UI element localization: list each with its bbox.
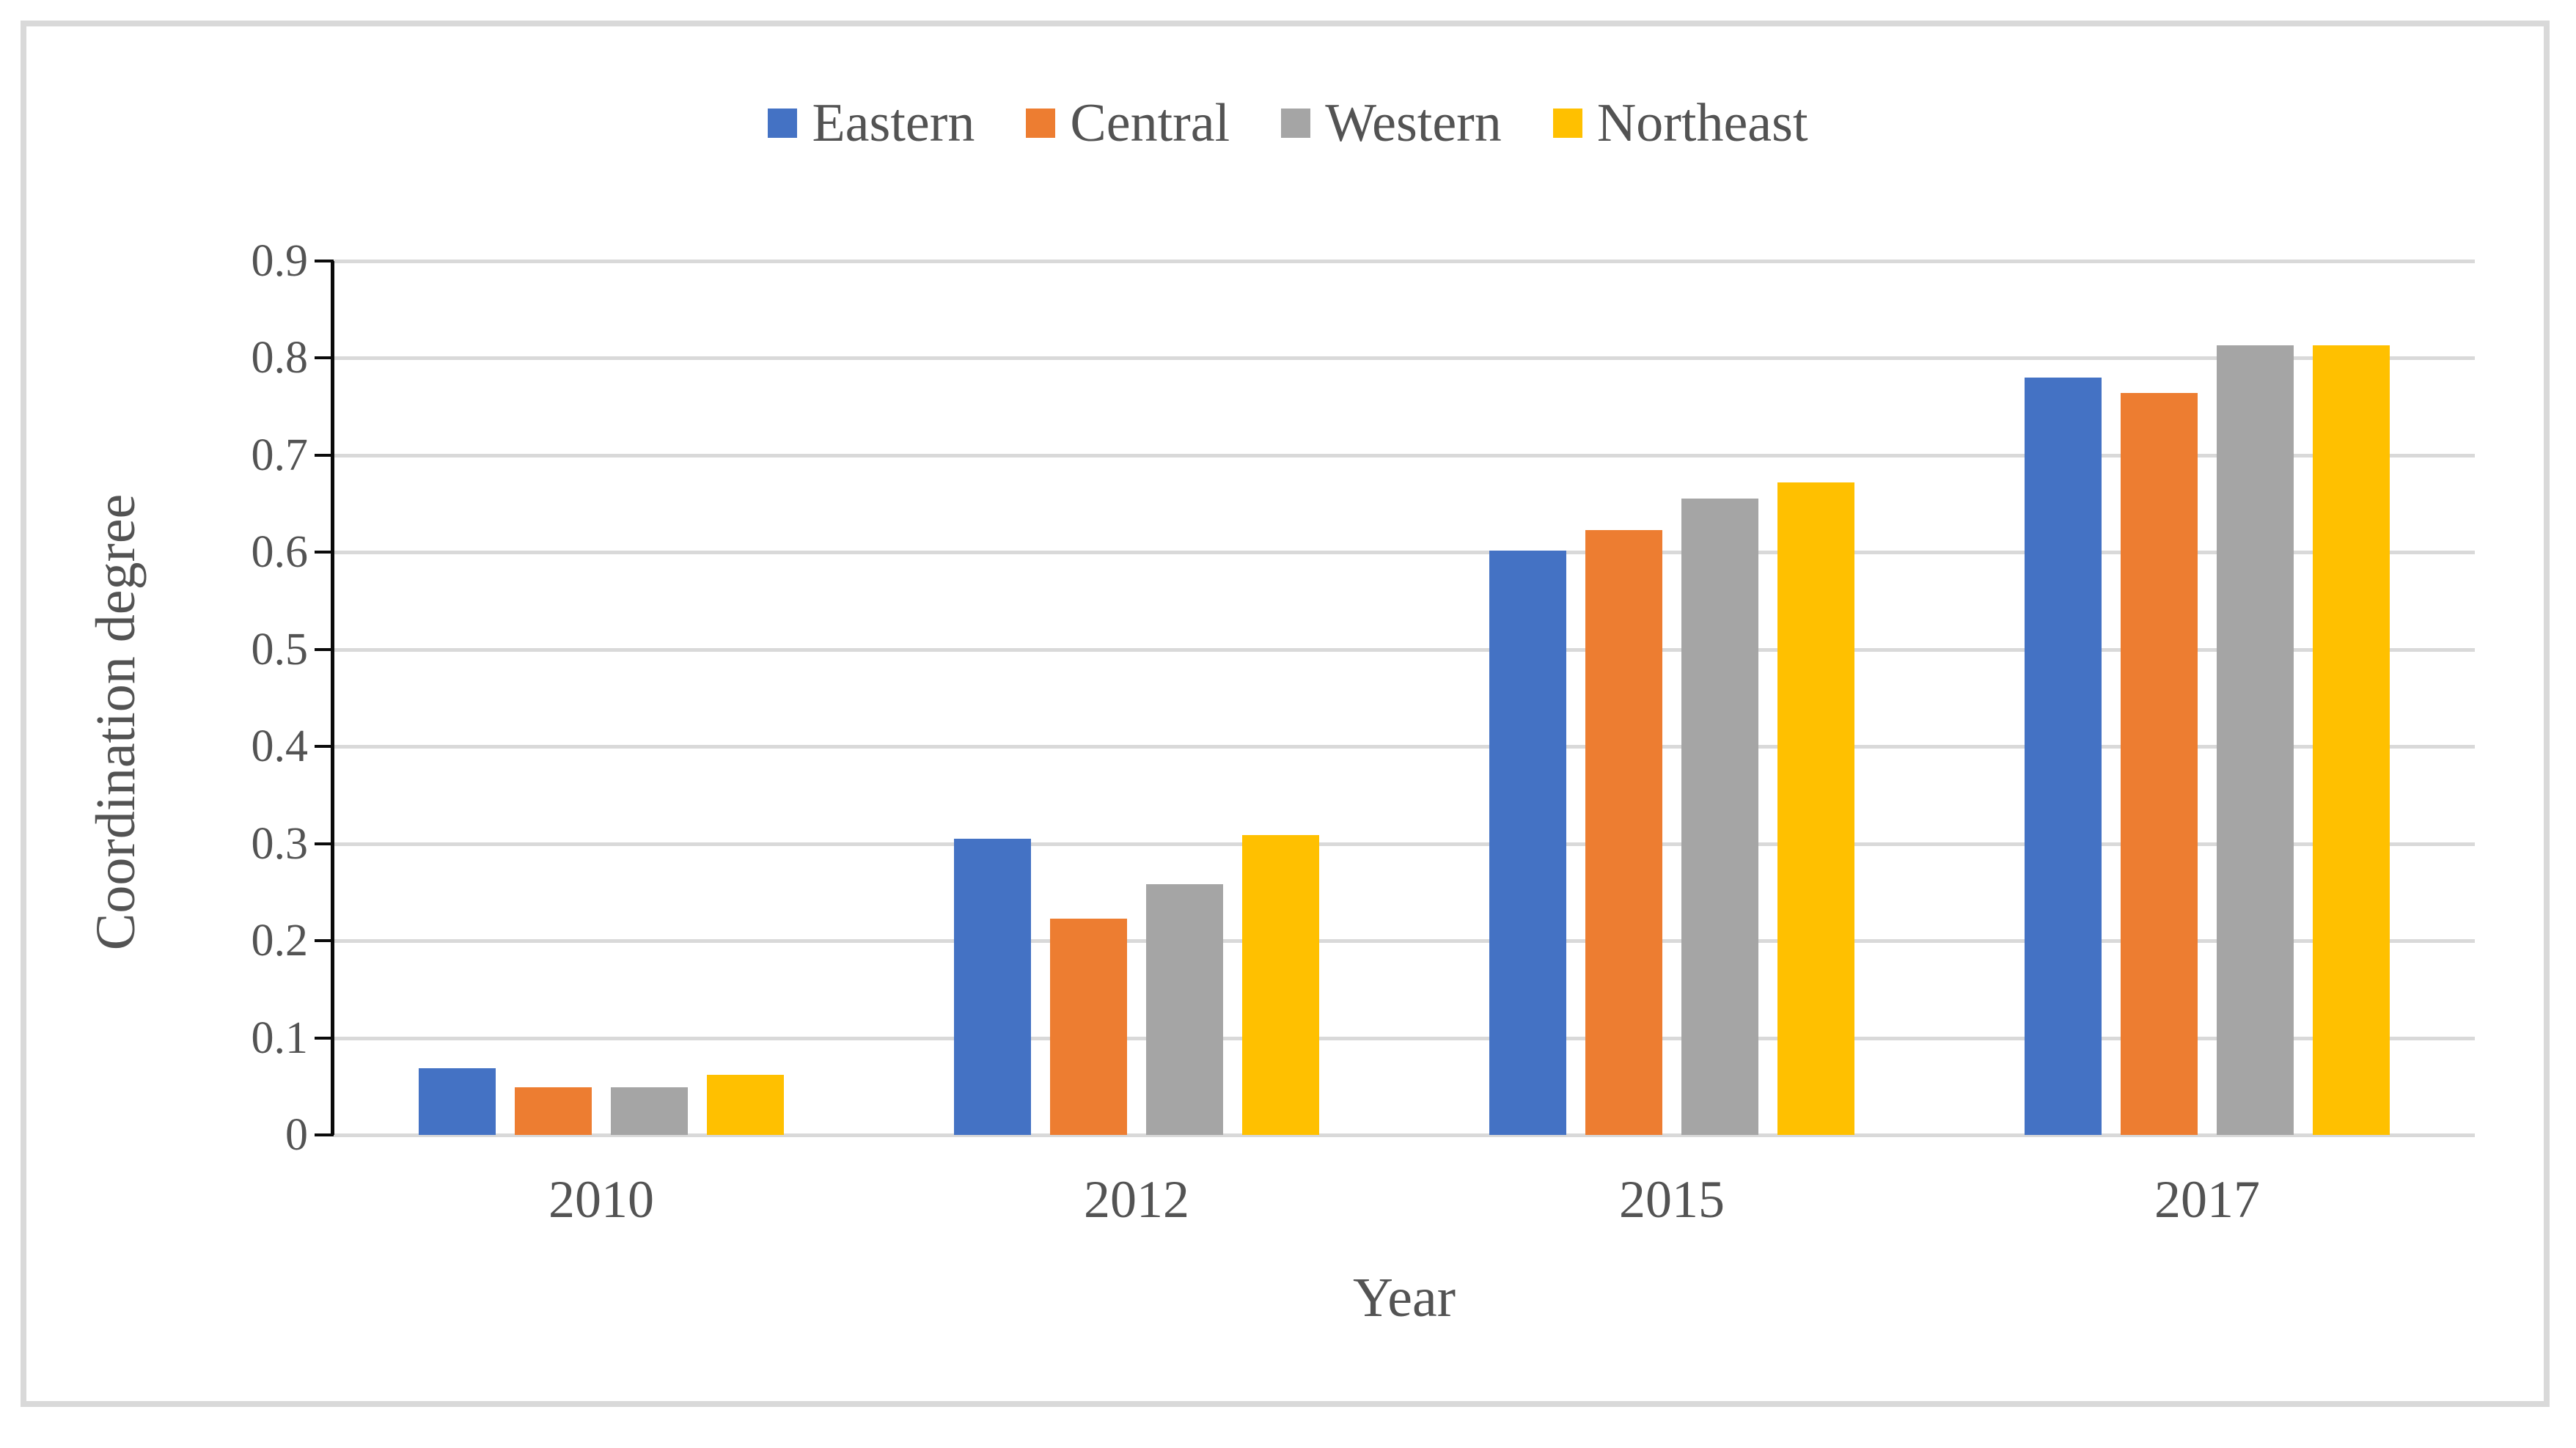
y-tick-mark-0.1 [315,1037,334,1040]
legend-item-eastern: Eastern [768,96,975,150]
gridline-0 [334,1133,2475,1137]
bar-central-2017 [2121,393,2198,1135]
legend-item-central: Central [1026,96,1230,150]
bar-eastern-2010 [419,1068,496,1135]
y-axis-title: Coordination degree [85,493,147,951]
bar-western-2017 [2217,345,2294,1135]
bar-northeast-2012 [1242,835,1319,1135]
y-tick-mark-0.6 [315,551,334,554]
bar-eastern-2012 [954,839,1031,1135]
legend-label-northeast: Northeast [1596,93,1808,153]
gridline-0.8 [334,356,2475,360]
gridline-0.1 [334,1037,2475,1040]
y-tick-mark-0.3 [315,842,334,845]
gridline-0.5 [334,648,2475,652]
bar-eastern-2017 [2025,378,2102,1135]
legend-label-central: Central [1070,93,1230,153]
y-tick-label-0.9: 0.9 [251,236,309,286]
y-axis-line [331,261,334,1135]
bar-western-2015 [1681,499,1758,1135]
x-tick-label-2017: 2017 [2154,1170,2260,1229]
gridline-0.9 [334,260,2475,263]
legend-item-western: Western [1281,96,1502,150]
x-tick-label-2015: 2015 [1619,1170,1725,1229]
y-tick-label-0: 0 [285,1110,308,1160]
y-tick-mark-0.7 [315,454,334,457]
y-tick-label-0.7: 0.7 [251,430,309,480]
legend-swatch-western [1281,109,1311,138]
bar-northeast-2017 [2313,345,2390,1135]
gridline-0.6 [334,551,2475,554]
bar-northeast-2015 [1777,482,1854,1135]
legend-label-western: Western [1325,93,1502,153]
y-tick-mark-0.8 [315,356,334,359]
y-tick-label-0.1: 0.1 [251,1013,309,1063]
y-tick-label-0.4: 0.4 [251,721,309,771]
y-tick-label-0.5: 0.5 [251,625,309,675]
bar-eastern-2015 [1489,551,1566,1135]
gridline-0.4 [334,745,2475,749]
bar-central-2015 [1585,530,1662,1135]
x-tick-label-2012: 2012 [1084,1170,1189,1229]
y-tick-mark-0 [315,1133,334,1136]
legend-swatch-eastern [768,109,798,138]
x-axis-title: Year [1352,1267,1456,1328]
y-tick-label-0.6: 0.6 [251,527,309,577]
legend-label-eastern: Eastern [812,93,975,153]
y-tick-label-0.8: 0.8 [251,333,309,383]
legend-swatch-northeast [1552,109,1582,138]
legend-item-northeast: Northeast [1552,93,1808,153]
y-tick-label-0.3: 0.3 [251,819,309,869]
y-tick-mark-0.2 [315,939,334,942]
legend: Eastern Central Western Northeast [0,79,2576,167]
bar-western-2010 [611,1087,688,1135]
y-tick-mark-0.4 [315,745,334,748]
y-tick-label-0.2: 0.2 [251,916,309,966]
bar-western-2012 [1146,884,1223,1135]
legend-swatch-central [1026,109,1056,138]
gridline-0.2 [334,939,2475,943]
bar-northeast-2010 [707,1075,784,1135]
bar-central-2012 [1050,919,1127,1135]
x-tick-label-2010: 2010 [548,1170,654,1229]
y-tick-mark-0.5 [315,648,334,651]
y-tick-mark-0.9 [315,260,334,262]
gridline-0.7 [334,454,2475,457]
bar-central-2010 [515,1087,592,1135]
gridline-0.3 [334,842,2475,846]
